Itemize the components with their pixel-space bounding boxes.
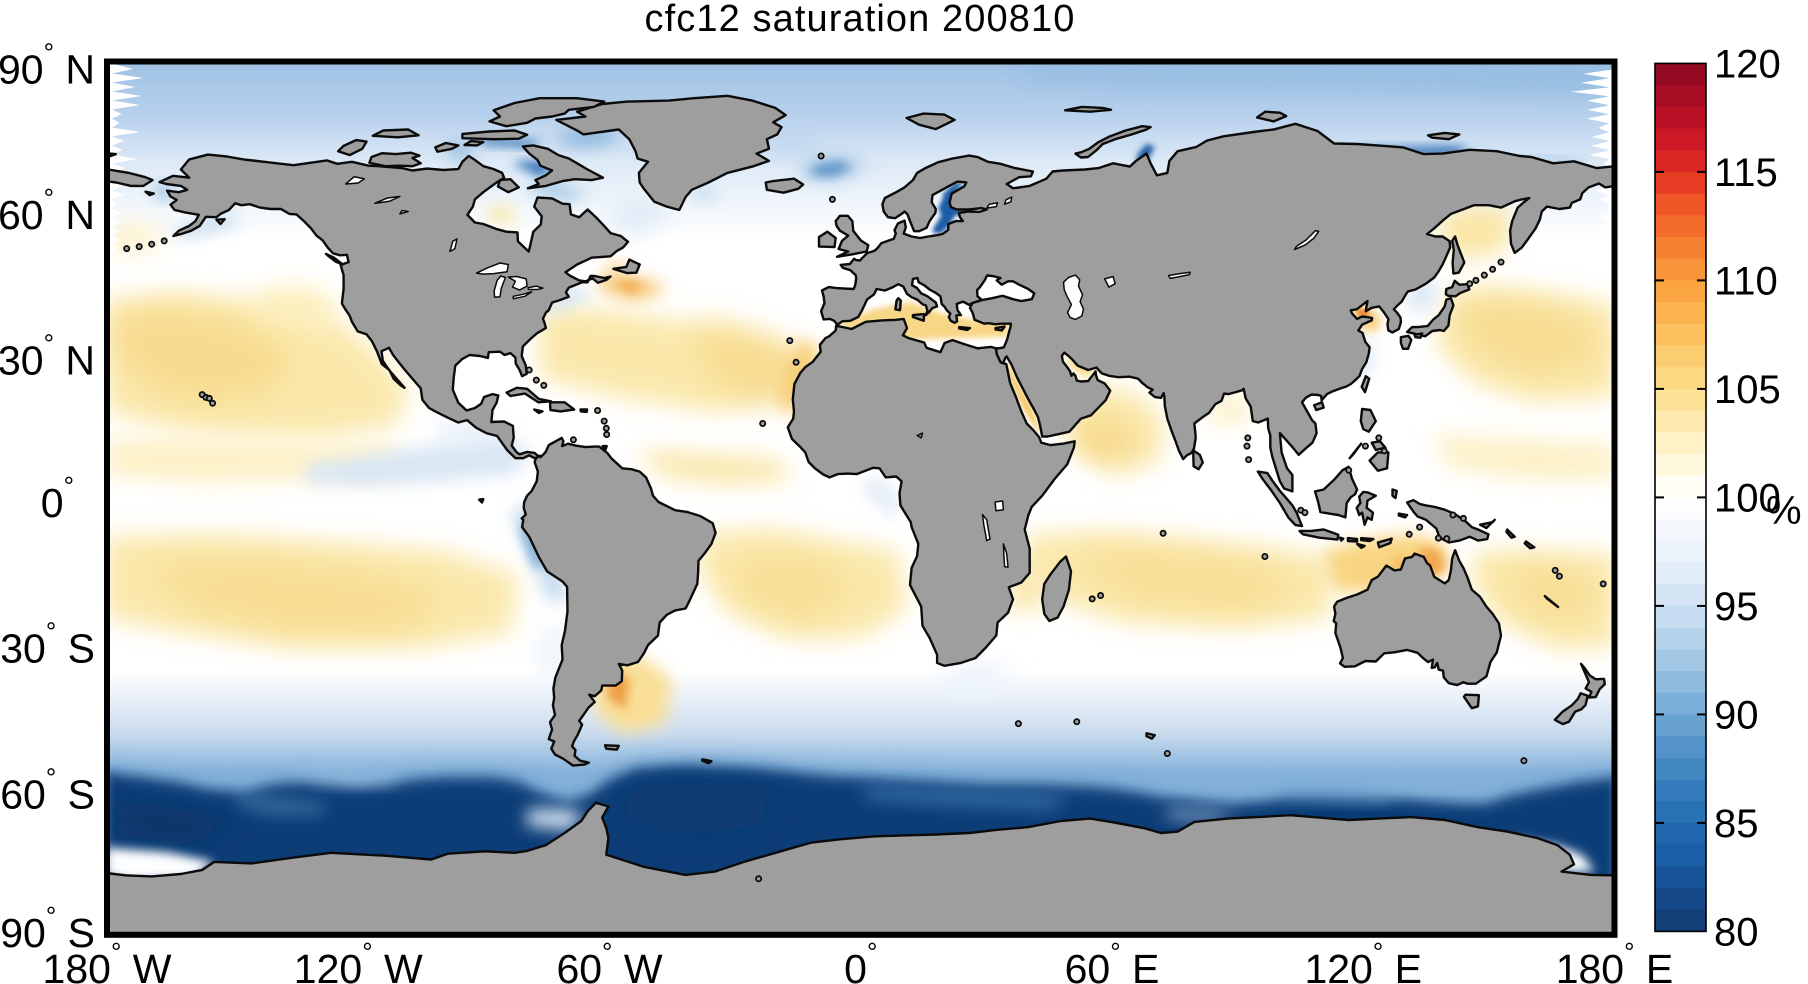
svg-text:105: 105 bbox=[1714, 368, 1781, 412]
svg-text:120: 120 bbox=[1714, 42, 1781, 86]
svg-text:110: 110 bbox=[1714, 259, 1778, 303]
svg-text:85: 85 bbox=[1714, 802, 1759, 846]
svg-text:%: % bbox=[1766, 489, 1802, 533]
svg-text:115: 115 bbox=[1714, 151, 1778, 195]
svg-text:cfc12 saturation 200810: cfc12 saturation 200810 bbox=[645, 0, 1076, 40]
svg-text:30° N: 30° N bbox=[0, 329, 95, 384]
svg-text:100: 100 bbox=[1714, 476, 1781, 520]
svg-text:90: 90 bbox=[1714, 693, 1759, 737]
svg-text:80: 80 bbox=[1714, 910, 1759, 954]
svg-text:60° N: 60° N bbox=[0, 183, 95, 238]
svg-text:95: 95 bbox=[1714, 585, 1759, 629]
